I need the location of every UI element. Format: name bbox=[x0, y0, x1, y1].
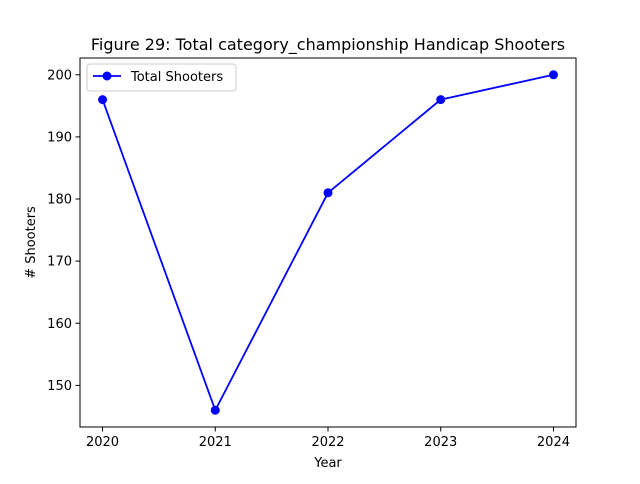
y-tick-label: 170 bbox=[47, 255, 72, 270]
chart-title: Figure 29: Total category_championship H… bbox=[91, 35, 565, 55]
x-tick-label: 2020 bbox=[86, 435, 119, 450]
x-tick-label: 2021 bbox=[199, 435, 232, 450]
data-point bbox=[548, 70, 558, 80]
x-axis-ticks: 2020 2021 2022 2023 2024 bbox=[86, 427, 570, 450]
y-tick-label: 180 bbox=[47, 193, 72, 208]
y-tick-label: 190 bbox=[47, 130, 72, 145]
y-tick-label: 160 bbox=[47, 317, 72, 332]
legend: Total Shooters bbox=[86, 63, 237, 92]
x-axis-label: Year bbox=[313, 456, 342, 471]
data-point bbox=[323, 188, 333, 198]
data-point bbox=[436, 95, 446, 105]
x-tick-label: 2023 bbox=[424, 435, 457, 450]
y-axis-label: # Shooters bbox=[24, 206, 39, 279]
legend-box bbox=[86, 63, 237, 92]
x-tick-label: 2024 bbox=[537, 435, 570, 450]
y-tick-label: 200 bbox=[47, 68, 72, 83]
data-point bbox=[210, 405, 220, 415]
y-axis-ticks: 150 160 170 180 190 200 bbox=[47, 68, 80, 394]
series-layer bbox=[98, 70, 558, 415]
legend-label-total-shooters: Total Shooters bbox=[130, 70, 223, 85]
y-tick-label: 150 bbox=[47, 379, 72, 394]
legend-marker-swatch bbox=[102, 71, 112, 81]
x-tick-label: 2022 bbox=[311, 435, 344, 450]
plot-area bbox=[80, 58, 576, 427]
data-point bbox=[98, 95, 108, 105]
plot-frame bbox=[79, 57, 577, 428]
